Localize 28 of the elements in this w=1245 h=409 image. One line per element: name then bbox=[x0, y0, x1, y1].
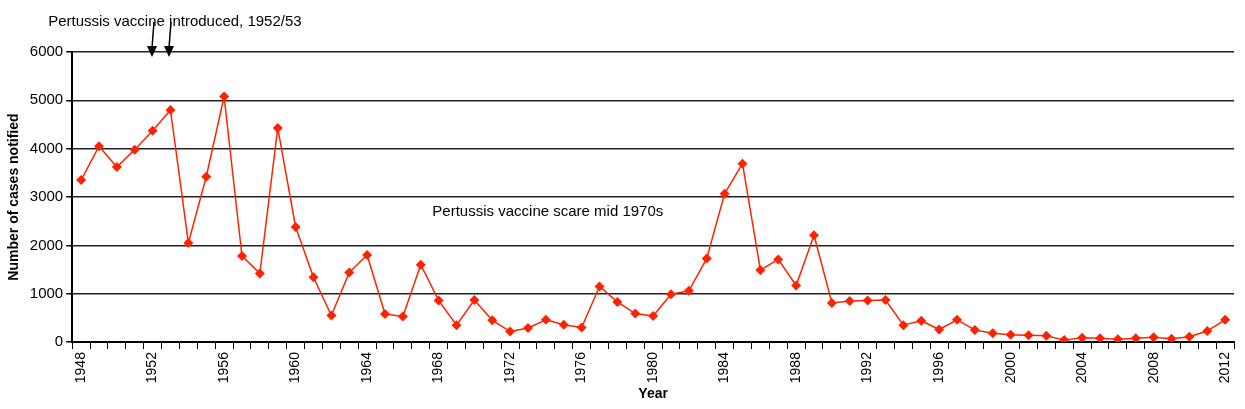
x-tick-label: 1964 bbox=[357, 351, 374, 384]
y-tick-label: 6000 bbox=[29, 42, 64, 60]
x-tick-label: 1952 bbox=[143, 351, 160, 384]
y-tick-label: 2000 bbox=[29, 235, 64, 253]
x-tick-label: 1948 bbox=[71, 351, 88, 384]
x-tick-label: 1992 bbox=[858, 351, 875, 384]
x-tick-label: 1956 bbox=[214, 351, 231, 384]
y-tick-label: 5000 bbox=[29, 90, 64, 108]
y-tick-label: 0 bbox=[54, 332, 64, 350]
x-tick-label: 1976 bbox=[572, 351, 589, 384]
x-tick-label: 2004 bbox=[1073, 351, 1090, 384]
x-tick-label: 1972 bbox=[500, 351, 517, 384]
y-axis-title: Number of cases notified bbox=[5, 113, 22, 281]
y-tick-label: 3000 bbox=[29, 187, 64, 205]
x-tick-label: 1996 bbox=[930, 351, 946, 384]
x-tick-label: 2008 bbox=[1144, 351, 1161, 384]
annotation: Pertussis vaccine scare mid 1970s bbox=[432, 201, 664, 219]
x-tick-label: 1984 bbox=[715, 351, 732, 384]
x-tick-label: 1968 bbox=[429, 351, 446, 384]
y-tick-label: 1000 bbox=[29, 283, 64, 301]
x-tick-label: 2000 bbox=[1001, 351, 1018, 384]
x-tick-label: 1980 bbox=[643, 351, 660, 384]
x-tick-label: 1960 bbox=[286, 351, 303, 384]
x-axis-title: Year bbox=[638, 385, 669, 402]
y-tick-label: 4000 bbox=[29, 138, 64, 156]
x-tick-label: 2012 bbox=[1216, 351, 1233, 384]
x-tick-label: 1988 bbox=[787, 351, 803, 384]
text: Pertussis vaccine introduced, 1952/53 bbox=[48, 12, 302, 30]
